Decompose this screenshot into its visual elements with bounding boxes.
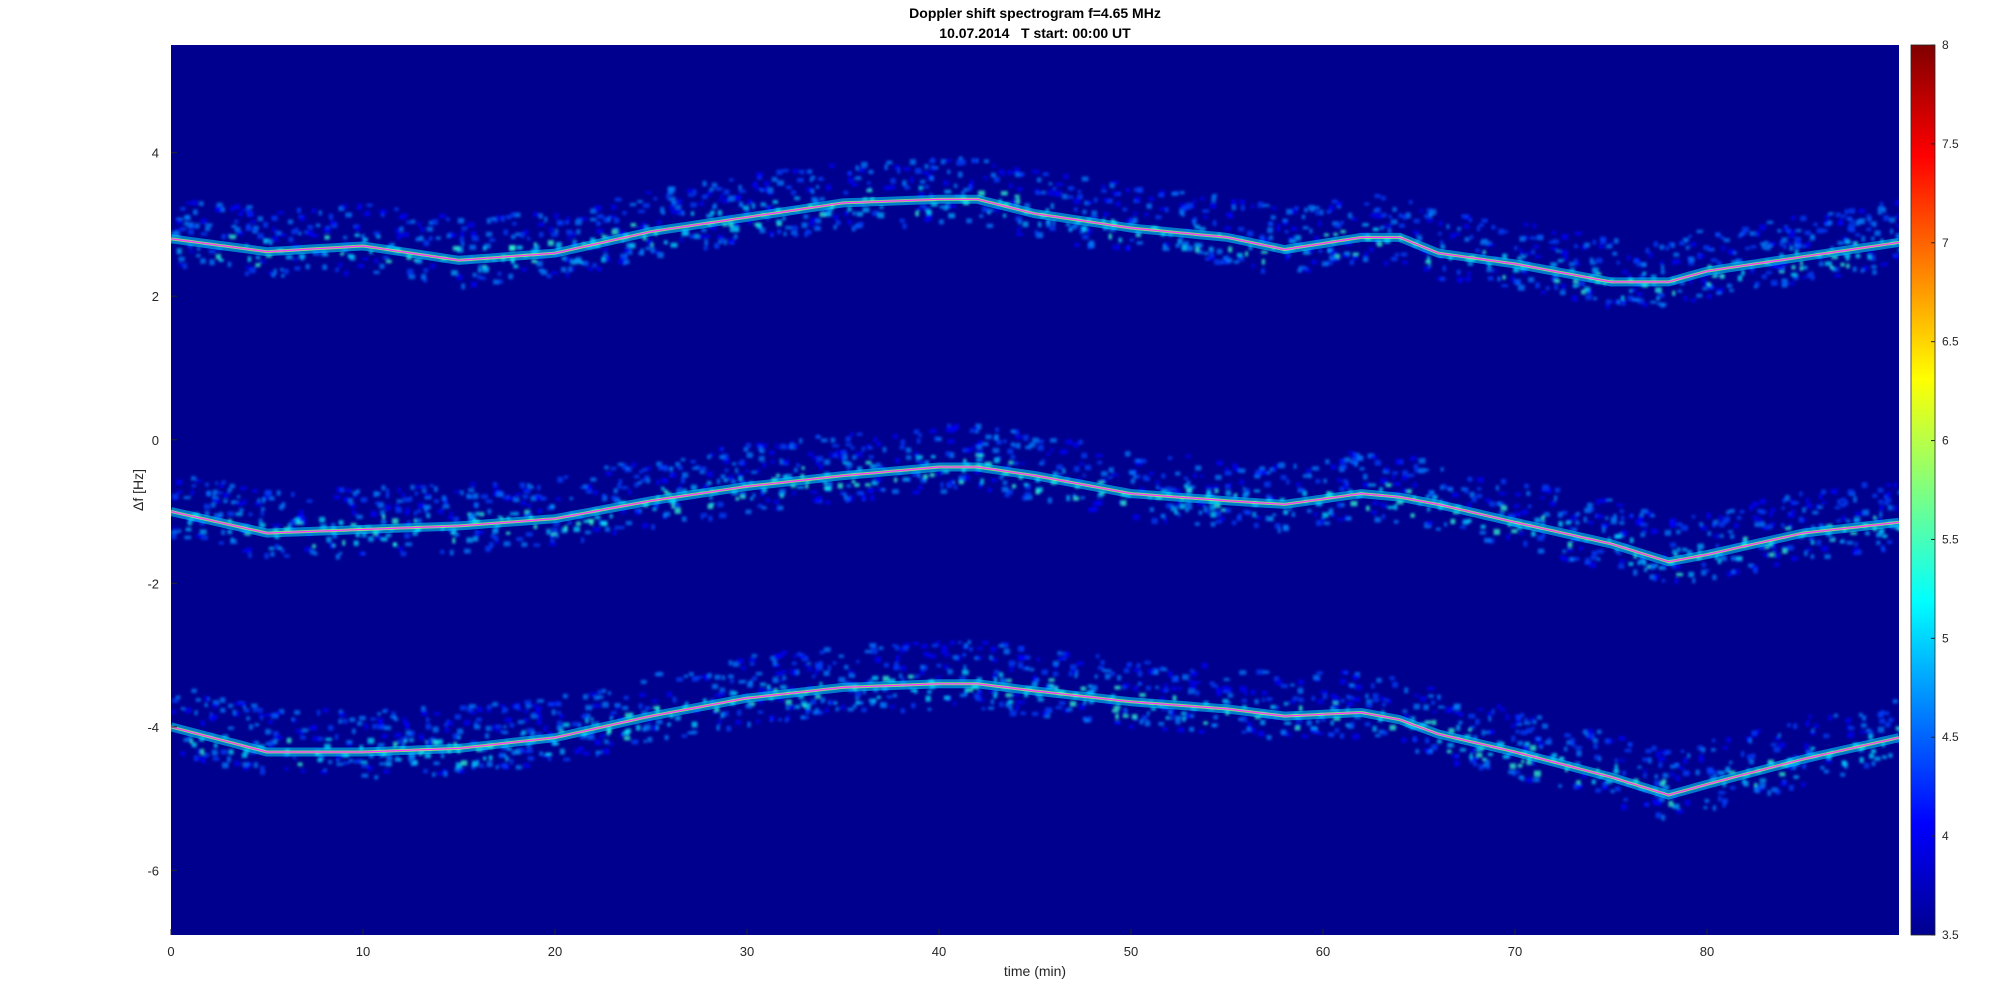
x-tick-label: 50 (1124, 944, 1138, 959)
trace-line-1 (171, 198, 1899, 283)
x-tick-label: 60 (1316, 944, 1330, 959)
colorbar-tick-label: 5 (1942, 631, 1949, 645)
x-tick-label: 40 (932, 944, 946, 959)
x-axis: 0 10 20 30 40 50 60 70 80 (167, 929, 1714, 959)
x-tick-label: 10 (356, 944, 370, 959)
colorbar (1910, 44, 1936, 936)
colorbar-tick-label: 6 (1942, 434, 1949, 448)
colorbar-tick-label: 7 (1942, 236, 1949, 250)
chart-subtitle: 10.07.2014 T start: 00:00 UT (939, 25, 1131, 41)
colorbar-tick-label: 6.5 (1942, 335, 1959, 349)
colorbar-tick-label: 3.5 (1942, 928, 1959, 942)
colorbar-tick-label: 5.5 (1942, 532, 1959, 546)
colorbar-tick-label: 8 (1942, 38, 1949, 52)
y-axis: -6 -4 -2 0 2 4 (147, 146, 177, 878)
colorbar-tick-label: 4.5 (1942, 730, 1959, 744)
y-tick-label: 4 (152, 146, 159, 161)
colorbar-ticks: 3.5 4 4.5 5 5.5 6 6.5 7 7.5 8 (1931, 38, 1959, 942)
plot-area (171, 45, 1899, 935)
x-tick-label: 0 (167, 944, 174, 959)
x-tick-label: 70 (1508, 944, 1522, 959)
y-tick-label: -4 (147, 720, 159, 735)
x-axis-label: time (min) (1004, 963, 1066, 979)
x-tick-label: 20 (548, 944, 562, 959)
y-tick-label: 0 (152, 433, 159, 448)
y-axis-label: Δf [Hz] (130, 469, 146, 511)
chart-title: Doppler shift spectrogram f=4.65 MHz (909, 5, 1161, 21)
y-tick-label: -6 (147, 863, 159, 878)
x-tick-label: 80 (1700, 944, 1714, 959)
spectrogram-layer (171, 156, 1899, 821)
y-tick-label: -2 (147, 576, 159, 591)
x-tick-label: 30 (740, 944, 754, 959)
colorbar-tick-label: 4 (1942, 829, 1949, 843)
y-tick-label: 2 (152, 289, 159, 304)
colorbar-tick-label: 7.5 (1942, 137, 1959, 151)
trace-line-3 (171, 683, 1899, 796)
trace-line-2 (171, 466, 1899, 563)
